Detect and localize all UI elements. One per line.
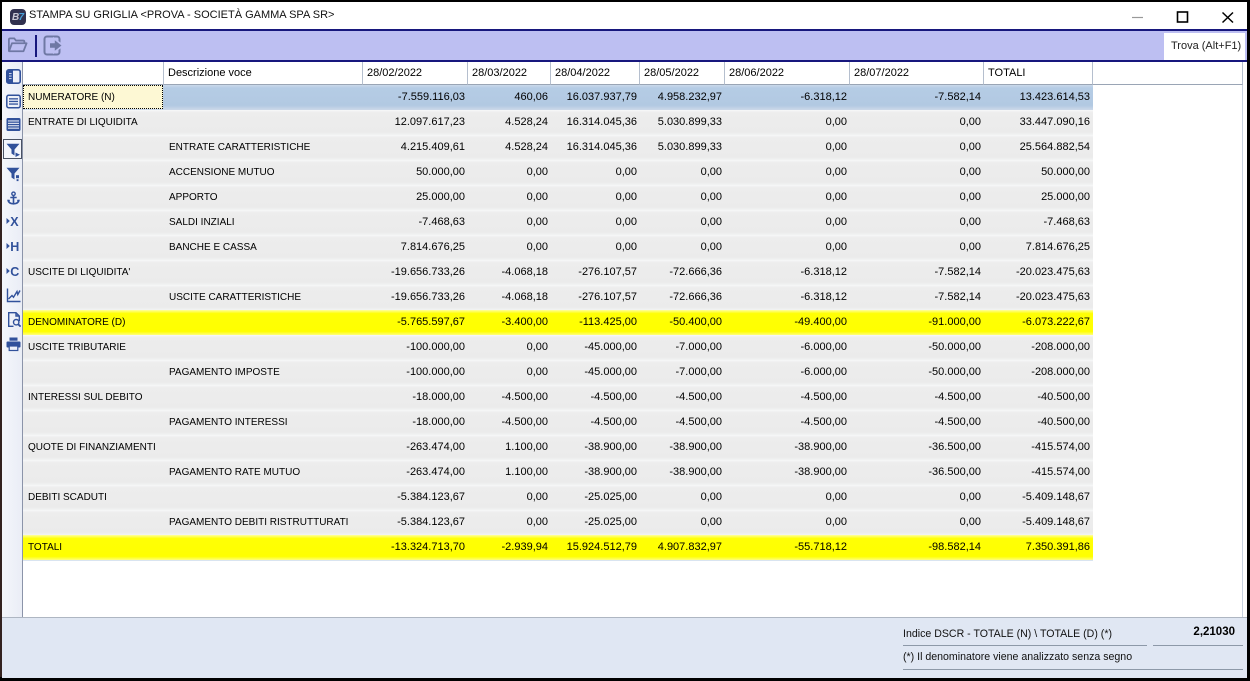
svg-text:X: X <box>10 215 19 229</box>
svg-text:C: C <box>10 265 19 279</box>
svg-text:H: H <box>10 240 19 254</box>
